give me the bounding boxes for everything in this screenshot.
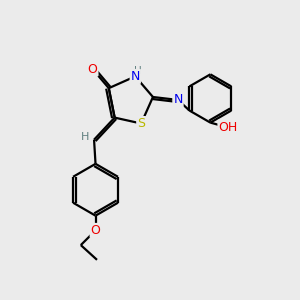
Text: OH: OH — [218, 121, 238, 134]
Text: H: H — [81, 132, 89, 142]
Text: N: N — [173, 93, 183, 106]
Text: O: O — [88, 62, 98, 76]
Text: H: H — [134, 66, 142, 76]
Text: N: N — [130, 70, 140, 83]
Text: S: S — [137, 117, 145, 130]
Text: O: O — [91, 224, 100, 237]
